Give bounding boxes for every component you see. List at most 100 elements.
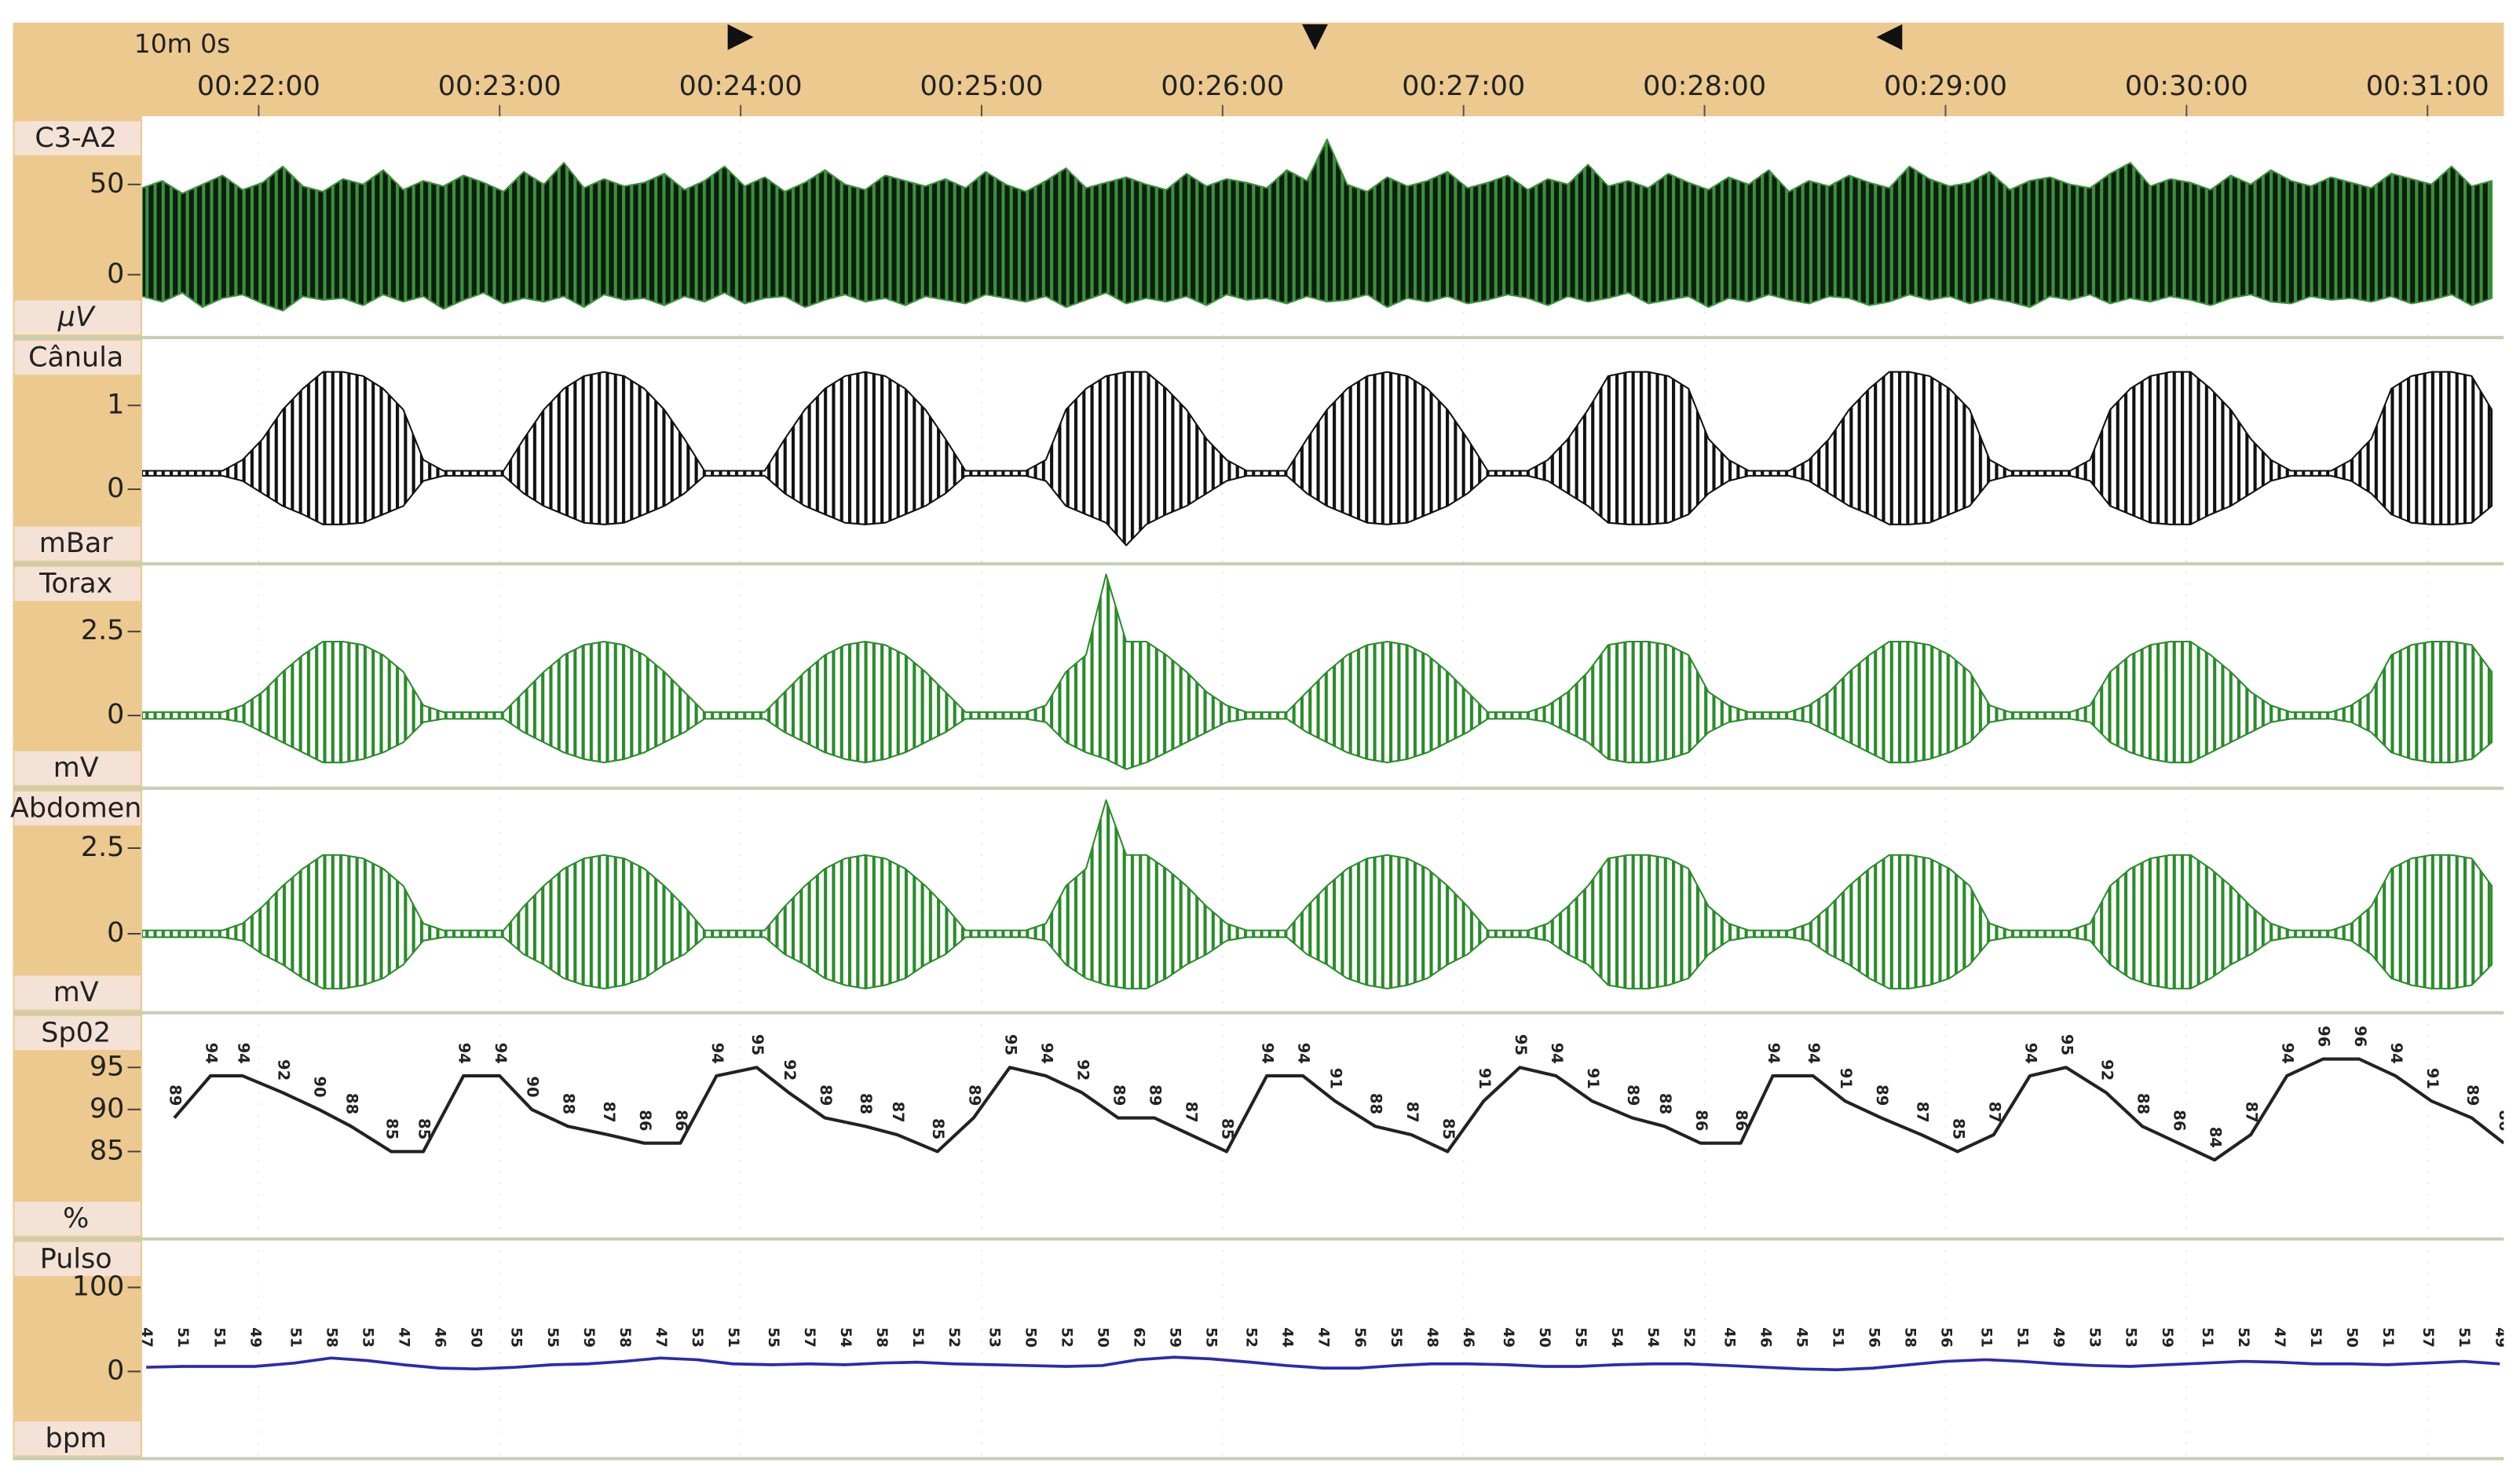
channel-name-box <box>14 1015 141 1051</box>
data-label: 89 <box>965 1084 983 1106</box>
data-label: 95 <box>1001 1034 1019 1055</box>
data-label: 87 <box>600 1102 618 1123</box>
channel-trace <box>142 138 2493 312</box>
data-label: 90 <box>311 1076 329 1097</box>
pulse-reading: 52 <box>1058 1327 1074 1348</box>
x-tick-label: 00:29:00 <box>1884 71 2007 102</box>
pulse-reading: 59 <box>580 1327 597 1348</box>
pulse-reading: 52 <box>2235 1327 2251 1348</box>
channel-name: Torax <box>38 569 112 600</box>
pulse-reading: 53 <box>689 1327 705 1348</box>
channel-name-box <box>14 1242 141 1277</box>
x-tick-label: 00:31:00 <box>2366 71 2489 102</box>
pulse-reading: 47 <box>653 1327 669 1348</box>
channel-trace <box>142 573 2493 770</box>
channel-unit-box <box>14 751 141 785</box>
pulse-reading: 51 <box>2379 1327 2396 1348</box>
pulse-reading: 55 <box>1572 1327 1589 1348</box>
data-label: 88 <box>1367 1093 1385 1114</box>
pulse-reading: 57 <box>2419 1327 2436 1348</box>
pulse-reading: 55 <box>544 1327 561 1348</box>
y-tick-label: 1 <box>107 389 124 420</box>
x-tick-label: 00:23:00 <box>438 71 561 102</box>
channel-unit: μV <box>57 302 96 333</box>
pulse-reading: 52 <box>1681 1327 1697 1348</box>
data-label: 86 <box>2496 1110 2514 1131</box>
data-label: 85 <box>1949 1118 1967 1139</box>
x-tick-label: 00:26:00 <box>1161 71 1284 102</box>
y-tick-label: 85 <box>90 1135 124 1166</box>
x-tick-label: 00:22:00 <box>197 71 320 102</box>
pulse-reading: 51 <box>2456 1327 2472 1348</box>
pulse-reading: 55 <box>1388 1327 1404 1348</box>
data-label: 91 <box>1327 1068 1345 1089</box>
pulse-reading: 47 <box>138 1327 155 1348</box>
data-label: 88 <box>857 1093 875 1114</box>
pulse-reading: 59 <box>1166 1327 1183 1348</box>
pulse-reading: 46 <box>1460 1327 1476 1348</box>
pulse-reading: 46 <box>1757 1327 1773 1348</box>
pulse-reading: 51 <box>2199 1327 2215 1348</box>
pulse-reading: 53 <box>2123 1327 2139 1348</box>
pulse-reading: 51 <box>725 1327 741 1348</box>
y-tick-label: 90 <box>90 1093 124 1125</box>
signal-envelope <box>142 799 2493 989</box>
channel-name: Pulso <box>40 1243 112 1275</box>
data-label: 94 <box>2021 1043 2039 1064</box>
data-label: 88 <box>1656 1093 1674 1114</box>
data-label: 85 <box>1218 1118 1236 1139</box>
pulse-reading: 59 <box>2159 1327 2175 1348</box>
data-label: 94 <box>234 1043 252 1064</box>
data-label: 86 <box>1732 1110 1750 1131</box>
y-tick-label: 0 <box>107 1355 124 1386</box>
data-label: 90 <box>524 1076 542 1097</box>
pulse-reading: 49 <box>247 1327 263 1348</box>
pulse-reading: 54 <box>1644 1327 1661 1348</box>
window-length: 10m 0s <box>134 28 230 59</box>
y-tick-label: 95 <box>90 1051 124 1082</box>
signal-line <box>173 1057 2504 1162</box>
data-label: 92 <box>2098 1059 2116 1081</box>
data-label: 88 <box>560 1093 578 1114</box>
pulse-reading: 44 <box>1279 1327 1296 1348</box>
pulse-reading: 45 <box>1793 1327 1809 1348</box>
data-label: 94 <box>1037 1043 1055 1064</box>
channel-name-box <box>14 341 141 375</box>
data-label: 96 <box>2351 1026 2369 1047</box>
pulse-reading: 50 <box>2343 1327 2360 1348</box>
x-tick-label: 00:25:00 <box>920 71 1043 102</box>
channel-trace <box>142 799 2493 989</box>
pulse-reading: 45 <box>1721 1327 1737 1348</box>
data-label: 94 <box>1259 1043 1277 1064</box>
pulse-reading: 55 <box>1203 1327 1220 1348</box>
channel-unit-box <box>14 526 141 561</box>
data-label: 87 <box>2243 1102 2261 1123</box>
pulse-reading: 58 <box>1901 1327 1918 1348</box>
data-label: 94 <box>1805 1043 1823 1064</box>
pulse-reading: 53 <box>2087 1327 2103 1348</box>
data-label: 91 <box>1584 1068 1602 1089</box>
channel-unit-box <box>14 300 141 335</box>
data-label: 87 <box>1403 1102 1421 1123</box>
data-label: 89 <box>166 1084 184 1106</box>
data-label: 88 <box>343 1093 361 1114</box>
data-label: 94 <box>455 1043 474 1064</box>
pulse-reading: 51 <box>1978 1327 1995 1348</box>
pulse-reading: 58 <box>323 1327 339 1348</box>
pulse-reading: 50 <box>1094 1327 1110 1348</box>
signal-envelope <box>142 371 2493 547</box>
pulse-reading: 46 <box>432 1327 448 1348</box>
pulse-reading: 52 <box>945 1327 962 1348</box>
pulse-reading: 51 <box>909 1327 926 1348</box>
channel-unit: bpm <box>46 1423 107 1454</box>
channel-name: C3-A2 <box>35 123 117 154</box>
pulse-reading: 50 <box>468 1327 485 1348</box>
channel-name: Cânula <box>28 342 123 374</box>
cursor-marker <box>1876 24 1903 50</box>
channel-unit: mBar <box>39 528 113 559</box>
data-label: 91 <box>1837 1068 1855 1089</box>
data-label: 88 <box>2134 1093 2152 1114</box>
y-tick-label: 0 <box>107 258 124 290</box>
data-label: 94 <box>2279 1043 2297 1064</box>
signal-line <box>146 1355 2500 1372</box>
